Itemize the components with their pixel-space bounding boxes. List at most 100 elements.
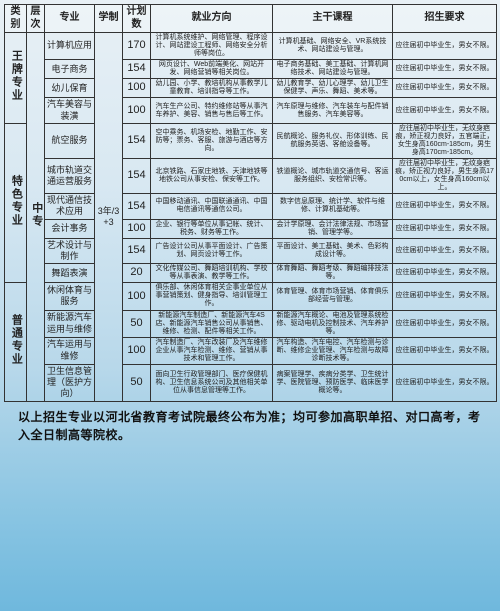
plan-cell: 154 [123,194,151,220]
major-cell: 休闲体育与服务 [45,283,95,310]
table-row: 卫生信息管理（医护方向） 50面向卫生行政管理部门、医疗保健机构、卫生信息系统公司… [5,364,497,401]
study-cell: 3年/3+3 [95,33,123,402]
req-cell: 应往届初中毕业生，无纹身疤痕，矫正视力良好，五官端正，女生身高160cm-185… [393,123,497,158]
req-cell: 应往届初中毕业生，男女不限。 [393,364,497,401]
courses-cell: 体育舞蹈、舞蹈考级、舞蹈编排技法等。 [273,264,393,283]
footer-note: 以上招生专业以河北省教育考试院最终公布为准；均可参加高职单招、对口高考，考入全日… [4,402,496,448]
courses-cell: 民航概论、服务礼仪、形体训练、民航服务英语、客舱设备等。 [273,123,393,158]
th-courses: 主干课程 [273,5,393,33]
courses-cell: 病案管理学、疾病分类学、卫生统计学、医院管理、预防医学、临床医学概论等。 [273,364,393,401]
tier-label: 中专 [29,202,43,228]
th-plan: 计划数 [123,5,151,33]
plan-cell: 50 [123,310,151,337]
th-category: 类别 [5,5,27,33]
major-cell: 现代通信技术应用 [45,194,95,220]
table-row: 城市轨道交通运营服务 154北京铁路、石家庄地铁、天津地铁等地铁公司从事安检、保安… [5,159,497,194]
major-cell: 舞蹈表演 [45,264,95,283]
req-cell: 应往届初中毕业生，男女不限。 [393,60,497,79]
plan-cell: 20 [123,264,151,283]
table-row: 幼儿保育 100幼儿园、小学、教培机构从事教学儿童教育、培训指导等工作。幼儿教育学… [5,79,497,98]
major-cell: 卫生信息管理（医护方向） [45,364,95,401]
category-cell: 特色专业 [5,123,27,283]
courses-cell: 幼儿教育学、幼儿心理学、幼儿卫生保健学、声乐、舞蹈、美术等。 [273,79,393,98]
major-cell: 汽车运用与维修 [45,337,95,364]
category-label: 王牌专业 [9,50,23,102]
plan-cell: 154 [123,60,151,79]
table-row: 舞蹈表演 20文化传媒公司、舞蹈培训机构、学校等从事表演、教学等工作。体育舞蹈、舞… [5,264,497,283]
req-cell: 应往届初中毕业生，男女不限。 [393,283,497,310]
direction-cell: 北京铁路、石家庄地铁、天津地铁等地铁公司从事安检、保安等工作。 [151,159,273,194]
req-cell: 应往届初中毕业生，男女不限。 [393,194,497,220]
table-row: 王牌专业中专计算机应用3年/3+3170计算机系统维护、网络管理、程序设计、网站… [5,33,497,60]
courses-cell: 会计学原理、会计法律法规、市场营销、管理学等。 [273,219,393,238]
th-req: 招生要求 [393,5,497,33]
major-cell: 艺术设计与制作 [45,238,95,264]
courses-cell: 汽车原理与维修、汽车装车与配件销售服务、汽车美容等。 [273,98,393,124]
table-row: 新能源汽车运用与维修 50新能源汽车制造厂、新能源汽车4S店、新能源汽车销售公司从… [5,310,497,337]
courses-cell: 铁道概论、城市轨道交通信号、客运服务组织、安检常识等。 [273,159,393,194]
req-cell: 应往届初中毕业生，男女不限。 [393,219,497,238]
req-cell: 应往届初中毕业生，男女不限。 [393,337,497,364]
major-cell: 汽车美容与装潢 [45,98,95,124]
courses-cell: 计算机基础、网络安全、VR系统技术、网站建设与管理。 [273,33,393,60]
plan-cell: 100 [123,283,151,310]
direction-cell: 文化传媒公司、舞蹈培训机构、学校等从事表演、教学等工作。 [151,264,273,283]
direction-cell: 面向卫生行政管理部门、医疗保健机构、卫生信息系统公司及其他相关单位从事信息管理等… [151,364,273,401]
category-cell: 普通专业 [5,283,27,401]
plan-cell: 50 [123,364,151,401]
enrollment-table-container: 类别 层次 专业 学制 计划数 就业方向 主干课程 招生要求 王牌专业中专计算机… [0,0,500,452]
th-tier: 层次 [27,5,45,33]
direction-cell: 幼儿园、小学、教培机构从事教学儿童教育、培训指导等工作。 [151,79,273,98]
req-cell: 应往届初中毕业生，男女不限。 [393,310,497,337]
major-cell: 会计事务 [45,219,95,238]
direction-cell: 汽车制造厂、汽车改装厂及汽车维修企业从事汽车检测、维修、营销从事技术和管理工作。 [151,337,273,364]
major-cell: 新能源汽车运用与维修 [45,310,95,337]
major-cell: 航空服务 [45,123,95,158]
enrollment-table: 类别 层次 专业 学制 计划数 就业方向 主干课程 招生要求 王牌专业中专计算机… [4,4,497,402]
direction-cell: 中国移动通讯、中国联通通讯、中国电信通讯等通信公司。 [151,194,273,220]
direction-cell: 企业、银行等单位从事记帐、统计、税务、财务等工作。 [151,219,273,238]
th-major: 专业 [45,5,95,33]
req-cell: 应往届初中毕业生，男女不限。 [393,33,497,60]
plan-cell: 154 [123,238,151,264]
req-cell: 应往届初中毕业生，男女不限。 [393,98,497,124]
major-cell: 计算机应用 [45,33,95,60]
table-row: 普通专业休闲体育与服务100俱乐部、休闲体育相关企事业单位从事营销策划、健身指导… [5,283,497,310]
direction-cell: 计算机系统维护、网络管理、程序设计、网站建设工程师、网络安全分析师等岗位。 [151,33,273,60]
direction-cell: 空中乘务、机场安检、地勤工作、安防等；票务、客服、旅游与酒店等方向。 [151,123,273,158]
req-cell: 应往届初中毕业生，男女不限。 [393,79,497,98]
major-cell: 电子商务 [45,60,95,79]
courses-cell: 电子商务基础、美工基础、计算机网络技术、网站建设与管理。 [273,60,393,79]
th-direction: 就业方向 [151,5,273,33]
direction-cell: 广告设计公司从事平面设计、广告策划、网页设计等工作。 [151,238,273,264]
req-cell: 应往届初中毕业生，男女不限。 [393,264,497,283]
direction-cell: 新能源汽车制造厂、新能源汽车4S店、新能源汽车销售公司从事销售、维修、检测、配件… [151,310,273,337]
major-cell: 城市轨道交通运营服务 [45,159,95,194]
plan-cell: 100 [123,98,151,124]
category-cell: 王牌专业 [5,33,27,124]
courses-cell: 汽车构造、汽车电控、汽车检测与诊断、维修企业管理、汽车检测与故障诊断技术等。 [273,337,393,364]
table-row: 会计事务 100企业、银行等单位从事记帐、统计、税务、财务等工作。会计学原理、会计… [5,219,497,238]
major-cell: 幼儿保育 [45,79,95,98]
tier-cell: 中专 [27,33,45,402]
req-cell: 应往届初中毕业生，男女不限。 [393,238,497,264]
req-cell: 应往届初中毕业生，无纹身疤痕，矫正视力良好，男生身高170cm以上，女生身高16… [393,159,497,194]
plan-cell: 154 [123,159,151,194]
table-row: 电子商务 154网页设计、Web前端美化、网站开发、网络营销等相关岗位。电子商务基… [5,60,497,79]
category-label: 普通专业 [9,314,23,366]
direction-cell: 俱乐部、休闲体育相关企事业单位从事营销策划、健身指导、培训管理工作。 [151,283,273,310]
plan-cell: 100 [123,219,151,238]
table-row: 特色专业航空服务154空中乘务、机场安检、地勤工作、安防等；票务、客服、旅游与酒… [5,123,497,158]
plan-cell: 100 [123,79,151,98]
table-row: 艺术设计与制作 154广告设计公司从事平面设计、广告策划、网页设计等工作。平面设计… [5,238,497,264]
table-row: 汽车美容与装潢100汽车生产公司、特约维修站等从事汽车养护、美容、销售与售后等工… [5,98,497,124]
direction-cell: 网页设计、Web前端美化、网站开发、网络营销等相关岗位。 [151,60,273,79]
courses-cell: 体育管理、体育市场营销、体育俱乐部经营与管理。 [273,283,393,310]
category-label: 特色专业 [9,175,23,227]
courses-cell: 数字信息原理、统计学、软件与维修、计算机基础等。 [273,194,393,220]
table-row: 现代通信技术应用 154中国移动通讯、中国联通通讯、中国电信通讯等通信公司。数字信… [5,194,497,220]
plan-cell: 100 [123,337,151,364]
table-row: 汽车运用与维修 100汽车制造厂、汽车改装厂及汽车维修企业从事汽车检测、维修、营销… [5,337,497,364]
plan-cell: 154 [123,123,151,158]
courses-cell: 平面设计、美工基础、美术、色彩构成设计等。 [273,238,393,264]
